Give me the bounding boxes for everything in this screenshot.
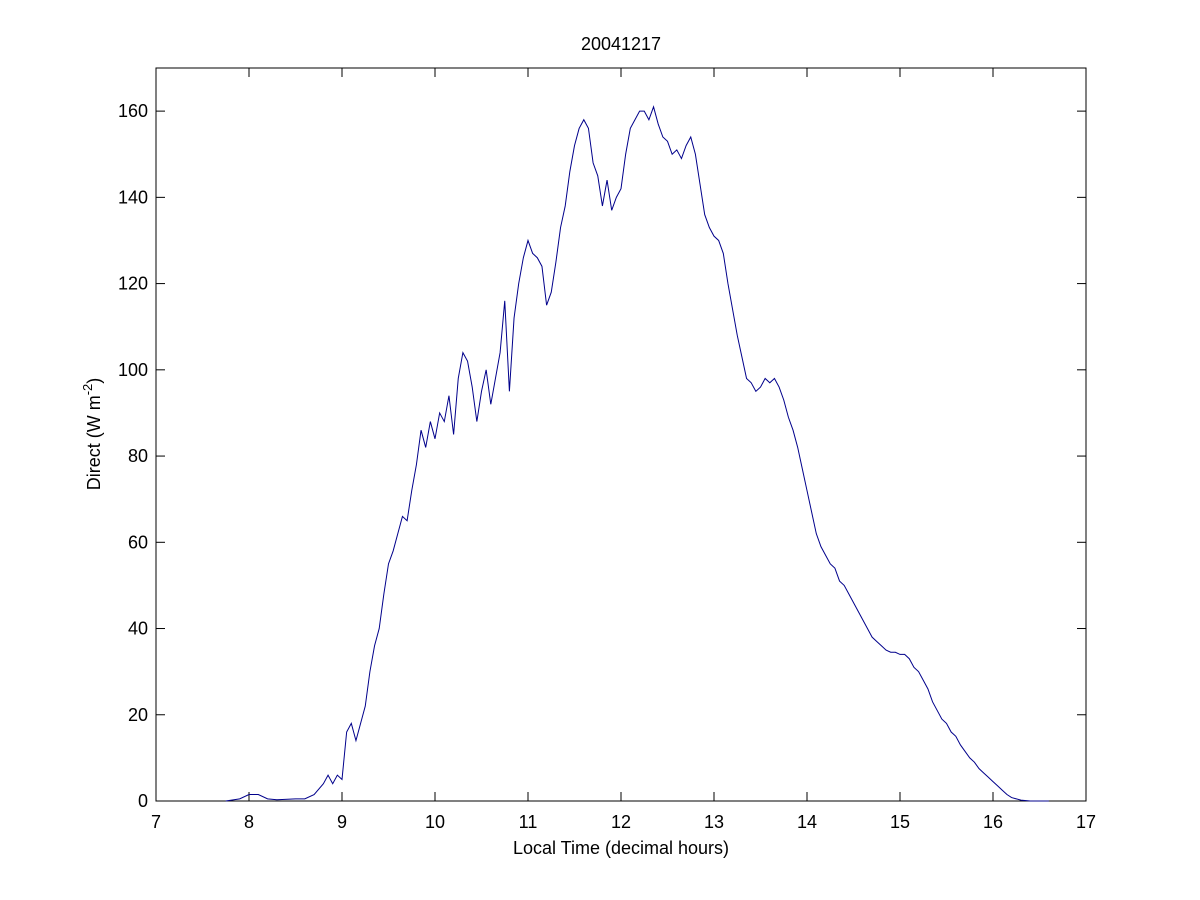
y-label-text: Direct (W m <box>84 395 104 490</box>
y-tick-label: 40 <box>128 619 148 639</box>
y-tick-label: 140 <box>118 187 148 207</box>
y-tick-label: 20 <box>128 705 148 725</box>
y-tick-label: 120 <box>118 274 148 294</box>
x-tick-label: 15 <box>890 812 910 832</box>
data-line <box>225 105 1049 802</box>
x-tick-label: 13 <box>704 812 724 832</box>
x-tick-label: 7 <box>151 812 161 832</box>
y-tick-label: 80 <box>128 446 148 466</box>
x-tick-label: 17 <box>1076 812 1096 832</box>
x-tick-label: 8 <box>244 812 254 832</box>
y-axis-label: Direct (W m-2) <box>80 378 104 491</box>
y-tick-label: 100 <box>118 360 148 380</box>
x-tick-label: 11 <box>519 812 538 832</box>
y-tick-label: 160 <box>118 101 148 121</box>
x-tick-label: 16 <box>983 812 1003 832</box>
x-tick-label: 9 <box>337 812 347 832</box>
plot-box <box>155 67 1087 802</box>
x-tick-label: 10 <box>425 812 445 832</box>
y-tick-label: 60 <box>128 532 148 552</box>
x-axis-label: Local Time (decimal hours) <box>513 838 729 858</box>
x-tick-label: 14 <box>797 812 817 832</box>
y-label-superscript: -2 <box>80 384 95 396</box>
chart-title: 20041217 <box>581 34 661 54</box>
y-label-suffix: ) <box>84 378 104 384</box>
x-tick-label: 12 <box>611 812 631 832</box>
y-tick-label: 0 <box>138 791 148 811</box>
